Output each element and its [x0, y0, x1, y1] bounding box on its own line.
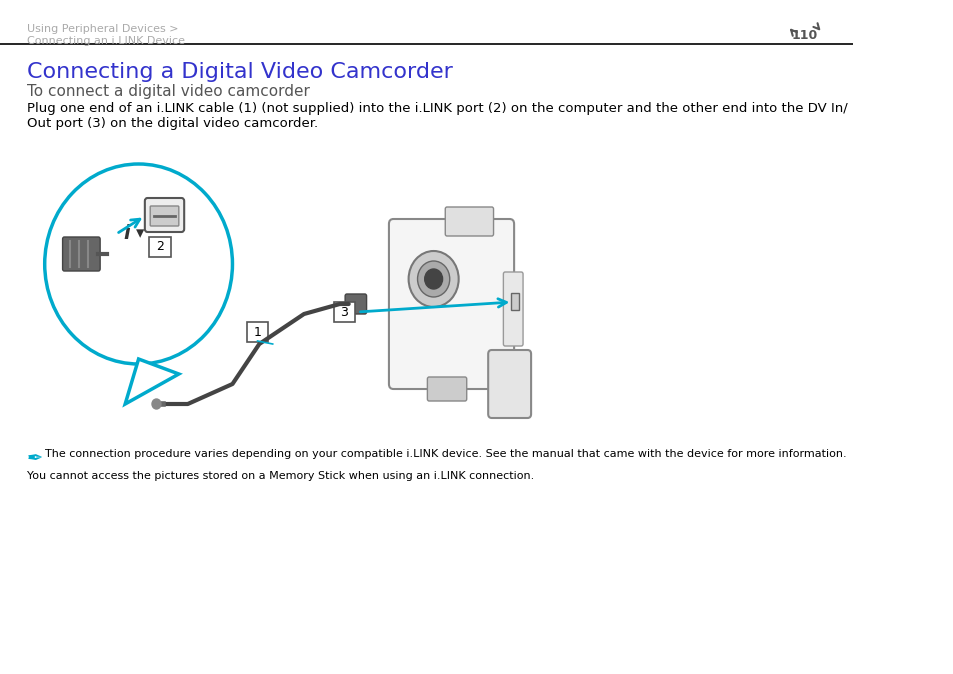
Circle shape	[152, 399, 161, 409]
Text: 1: 1	[253, 326, 261, 338]
FancyBboxPatch shape	[334, 302, 355, 322]
Text: 3: 3	[340, 305, 348, 319]
FancyBboxPatch shape	[247, 322, 268, 342]
FancyBboxPatch shape	[150, 206, 178, 226]
PathPatch shape	[125, 359, 178, 404]
Text: 2: 2	[156, 241, 164, 253]
Text: 110: 110	[791, 29, 817, 42]
Text: Connecting an i.LINK Device: Connecting an i.LINK Device	[27, 36, 185, 46]
Text: ▾: ▾	[135, 224, 144, 242]
FancyBboxPatch shape	[389, 219, 514, 389]
Text: ✒: ✒	[27, 449, 43, 468]
Circle shape	[417, 261, 449, 297]
FancyBboxPatch shape	[445, 207, 493, 236]
FancyBboxPatch shape	[145, 198, 184, 232]
FancyBboxPatch shape	[150, 237, 171, 257]
Text: The connection procedure varies depending on your compatible i.LINK device. See : The connection procedure varies dependin…	[45, 449, 845, 459]
Circle shape	[424, 269, 442, 289]
Text: Connecting a Digital Video Camcorder: Connecting a Digital Video Camcorder	[27, 62, 453, 82]
Text: Plug one end of an i.LINK cable (1) (not supplied) into the i.LINK port (2) on t: Plug one end of an i.LINK cable (1) (not…	[27, 102, 846, 130]
Circle shape	[408, 251, 458, 307]
Text: Using Peripheral Devices >: Using Peripheral Devices >	[27, 24, 178, 34]
Text: To connect a digital video camcorder: To connect a digital video camcorder	[27, 84, 310, 99]
Text: i: i	[123, 224, 130, 243]
FancyBboxPatch shape	[345, 294, 366, 314]
FancyBboxPatch shape	[427, 377, 466, 401]
FancyBboxPatch shape	[488, 350, 531, 418]
FancyBboxPatch shape	[503, 272, 522, 346]
FancyBboxPatch shape	[510, 293, 519, 310]
Text: You cannot access the pictures stored on a Memory Stick when using an i.LINK con: You cannot access the pictures stored on…	[27, 471, 534, 481]
FancyBboxPatch shape	[63, 237, 100, 271]
